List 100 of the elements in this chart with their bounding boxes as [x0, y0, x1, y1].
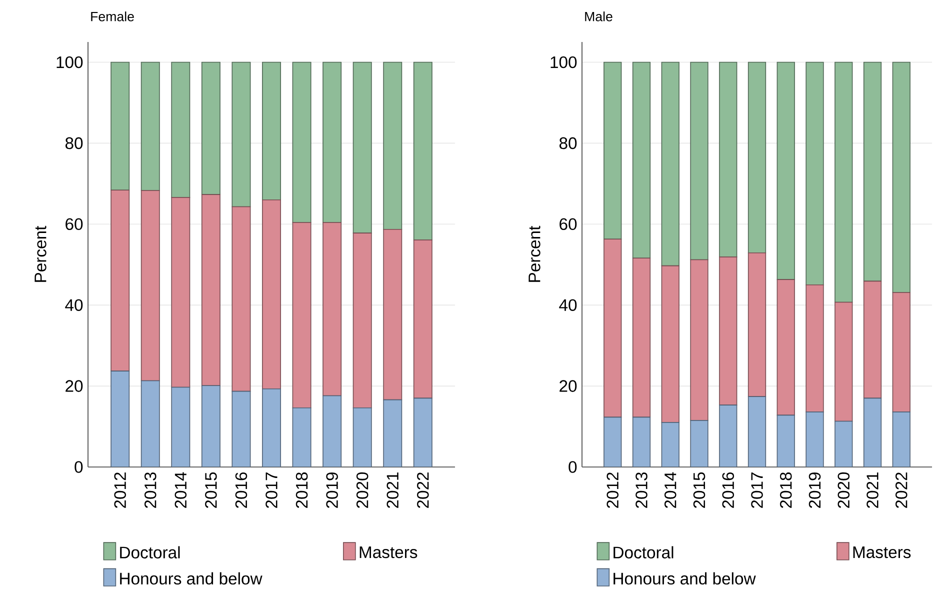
x-tick-label: 2014	[174, 472, 187, 508]
x-tick-label: 2020	[838, 472, 850, 508]
x-tick-label: 2022	[896, 472, 908, 508]
bar	[413, 62, 432, 240]
y-tick-label: 100	[550, 56, 577, 68]
x-tick-label: 2018	[780, 472, 792, 508]
bar	[140, 62, 160, 191]
bar	[834, 420, 853, 467]
x-tick-label: 2016	[722, 472, 734, 508]
bar	[232, 206, 251, 392]
bar	[171, 62, 190, 198]
bar	[690, 420, 708, 467]
bar	[661, 265, 680, 423]
x-tick-label: 2019	[808, 472, 821, 508]
bar	[632, 62, 651, 259]
x-tick-label: 2013	[144, 472, 156, 508]
legend-label: Honours and below	[120, 572, 262, 585]
x-tick-label: 2020	[356, 472, 368, 508]
x-tick-label: 2016	[235, 472, 248, 508]
bar	[110, 190, 130, 372]
x-tick-label: 2021	[386, 472, 399, 508]
chart-title: Male	[585, 11, 612, 22]
bar	[834, 302, 853, 422]
bar	[632, 258, 651, 418]
y-tick-label: 20	[66, 380, 83, 392]
bar	[413, 398, 432, 467]
x-tick-label: 2015	[693, 472, 706, 508]
y-tick-label: 20	[560, 380, 577, 392]
bar	[322, 62, 342, 223]
legend-label: Masters	[853, 546, 911, 558]
bar	[863, 398, 882, 467]
bar	[201, 62, 220, 195]
bar	[604, 416, 622, 467]
bar	[863, 62, 882, 282]
bar	[171, 197, 190, 388]
bar	[748, 62, 766, 254]
x-tick-label: 2019	[326, 472, 338, 508]
bar	[863, 280, 882, 399]
x-tick-label: 2012	[606, 472, 619, 508]
bar	[352, 232, 372, 408]
bar	[719, 62, 738, 258]
bar	[322, 222, 342, 396]
bar	[201, 385, 220, 467]
bar	[140, 380, 160, 467]
x-tick-label: 2018	[296, 472, 308, 508]
bar	[383, 399, 402, 467]
bar	[292, 62, 312, 223]
y-axis-title: Percent	[34, 226, 46, 282]
legend-label: Honours and below	[614, 572, 756, 585]
bar	[292, 407, 312, 467]
x-tick-label: 2012	[114, 472, 126, 508]
y-tick-label: 100	[56, 56, 83, 68]
bar	[690, 259, 708, 421]
legend-label: Masters	[360, 546, 418, 558]
bar	[604, 238, 622, 418]
bar	[719, 404, 738, 467]
bar	[292, 222, 312, 408]
bar	[806, 62, 824, 286]
x-tick-label: 2017	[751, 472, 763, 508]
bar	[322, 395, 342, 467]
y-tick-label: 40	[65, 299, 83, 311]
x-tick-label: 2017	[266, 472, 278, 508]
bar	[806, 284, 824, 412]
legend-label: Doctoral	[614, 546, 674, 558]
bar	[171, 386, 190, 467]
bar	[892, 292, 910, 412]
bar	[383, 62, 402, 230]
bar	[140, 190, 160, 382]
chart-title: Female	[91, 11, 134, 22]
bar	[632, 416, 651, 467]
bar	[413, 240, 432, 399]
y-tick-label: 0	[568, 461, 577, 473]
y-tick-label: 80	[65, 137, 83, 150]
bar	[262, 388, 281, 467]
y-tick-label: 60	[66, 218, 83, 230]
bar	[776, 279, 795, 416]
legend-label: Doctoral	[120, 546, 180, 558]
bar	[352, 62, 372, 234]
bar	[892, 62, 910, 293]
bar	[892, 412, 910, 467]
bar	[719, 256, 738, 406]
bar	[232, 390, 251, 467]
bar	[690, 62, 708, 260]
bar	[748, 396, 766, 467]
bar	[776, 62, 795, 280]
bar	[262, 199, 281, 390]
x-tick-label: 2021	[866, 472, 878, 508]
bar	[661, 422, 680, 467]
bar	[776, 414, 795, 467]
x-tick-label: 2022	[417, 472, 429, 508]
x-tick-label: 2015	[205, 472, 217, 508]
y-tick-label: 60	[560, 218, 577, 230]
bar	[352, 407, 372, 467]
y-tick-label: 0	[74, 461, 83, 473]
y-axis-title: Percent	[528, 226, 540, 282]
bar	[604, 62, 622, 240]
x-tick-label: 2014	[664, 472, 676, 508]
bar	[201, 194, 220, 386]
bar	[806, 412, 824, 467]
y-tick-label: 80	[559, 137, 577, 150]
